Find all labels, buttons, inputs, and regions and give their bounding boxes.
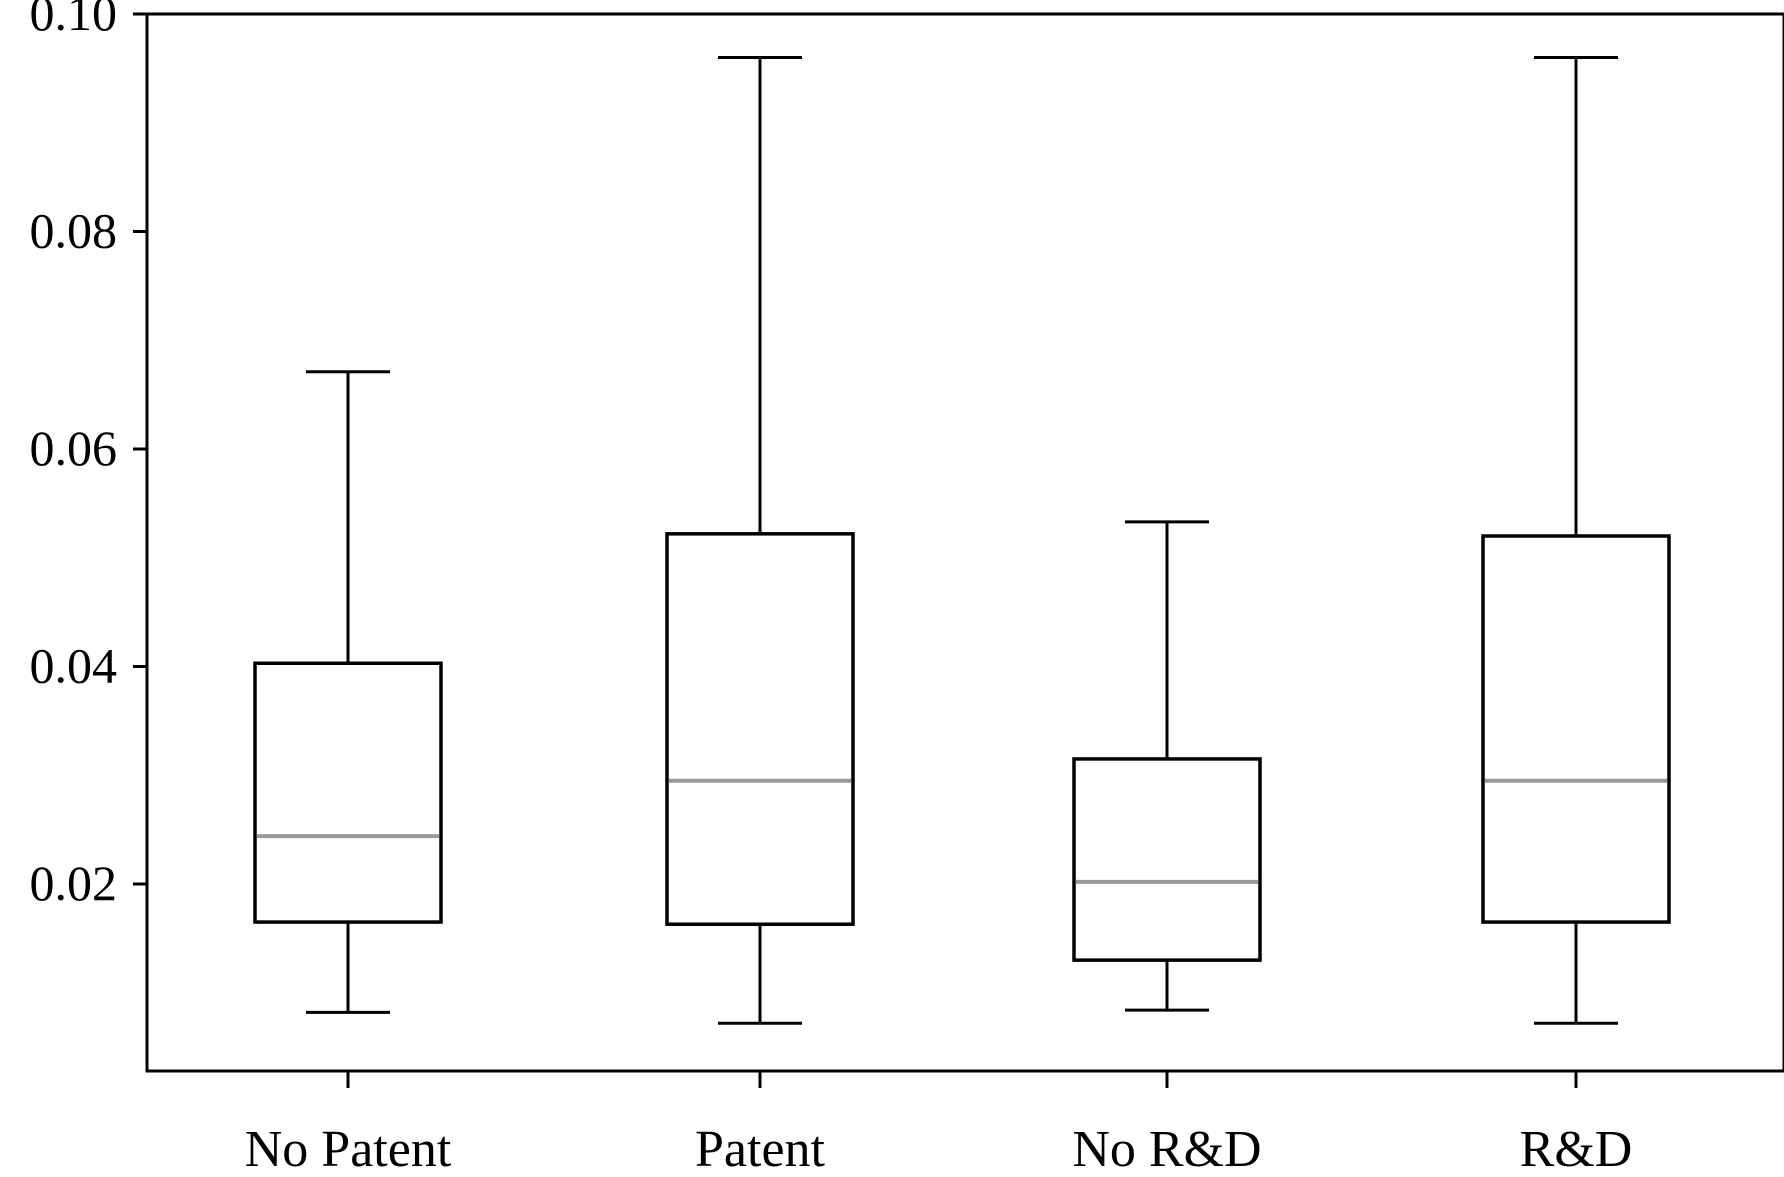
x-axis: No Patent Patent No R&D R&D xyxy=(245,1071,1633,1177)
iqr-box xyxy=(253,661,443,924)
box-patent xyxy=(665,56,855,1025)
y-tick-label: 0.02 xyxy=(30,855,118,911)
iqr-box xyxy=(1072,757,1262,962)
x-tick-label: R&D xyxy=(1520,1121,1633,1172)
boxes-group xyxy=(253,56,1671,1025)
iqr-box xyxy=(665,532,855,926)
y-tick-label: 0.08 xyxy=(30,203,118,259)
y-axis: 0.02 0.04 0.06 0.08 0.10 xyxy=(30,0,147,911)
y-tick-label: 0.06 xyxy=(30,420,118,476)
x-tick-label: Patent xyxy=(695,1121,826,1172)
plot-frame xyxy=(145,12,1784,1073)
x-tick-label: No R&D xyxy=(1072,1121,1261,1172)
box-no-r-d xyxy=(1072,520,1262,1012)
x-tick-label: No Patent xyxy=(245,1121,452,1172)
box-r-d xyxy=(1481,56,1671,1025)
box-no-patent xyxy=(253,370,443,1014)
y-tick-label: 0.04 xyxy=(30,638,118,694)
iqr-box xyxy=(1481,534,1671,924)
y-tick-label: 0.10 xyxy=(30,0,118,41)
